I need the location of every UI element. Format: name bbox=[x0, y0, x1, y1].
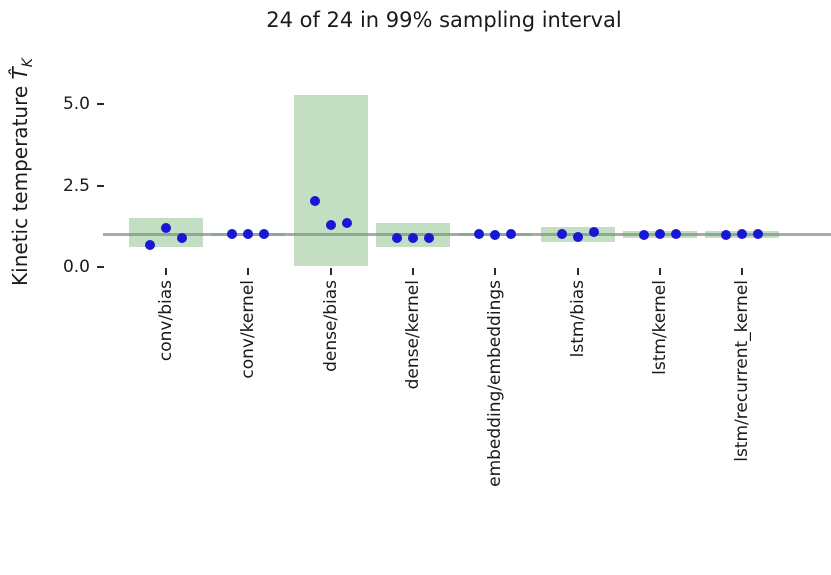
data-point bbox=[474, 229, 485, 240]
x-tick-label: lstm/bias bbox=[567, 280, 588, 358]
y-tick-label: 5.0 bbox=[62, 94, 90, 114]
x-tick-mark bbox=[494, 268, 497, 275]
data-point bbox=[753, 229, 764, 240]
y-tick-mark bbox=[97, 184, 104, 187]
y-tick-label: 2.5 bbox=[62, 175, 90, 196]
x-tick-mark bbox=[247, 268, 250, 275]
data-point bbox=[588, 226, 599, 237]
x-tick-label: conv/kernel bbox=[238, 280, 259, 379]
x-tick-label: conv/bias bbox=[156, 280, 176, 362]
y-tick-mark bbox=[97, 266, 104, 268]
data-point bbox=[737, 229, 748, 240]
data-point bbox=[145, 240, 155, 251]
data-point bbox=[490, 229, 501, 240]
data-point bbox=[243, 229, 254, 240]
data-point bbox=[341, 217, 352, 228]
x-tick-mark bbox=[411, 268, 414, 275]
data-point bbox=[654, 229, 665, 240]
data-point bbox=[572, 231, 583, 242]
data-point bbox=[391, 232, 402, 243]
x-tick-mark bbox=[329, 268, 332, 275]
data-point bbox=[259, 229, 270, 240]
reference-line bbox=[103, 232, 831, 236]
data-point bbox=[227, 229, 238, 240]
data-point bbox=[506, 229, 517, 240]
data-point bbox=[325, 219, 336, 230]
x-tick-mark bbox=[576, 268, 579, 275]
data-point bbox=[177, 232, 187, 243]
x-tick-label: embedding/embeddings bbox=[485, 280, 506, 487]
data-point bbox=[423, 232, 434, 243]
x-tick-label: lstm/recurrent_kernel bbox=[732, 280, 753, 462]
y-tick-label: 0.0 bbox=[62, 257, 90, 277]
interval-box bbox=[293, 94, 368, 267]
data-point bbox=[721, 230, 732, 241]
data-point bbox=[670, 229, 681, 240]
x-tick-label: dense/kernel bbox=[402, 280, 423, 390]
data-point bbox=[407, 233, 418, 244]
x-tick-label: dense/bias bbox=[320, 280, 341, 372]
y-tick-mark bbox=[97, 103, 104, 105]
data-point bbox=[638, 229, 649, 240]
chart-title: 24 of 24 in 99% sampling interval bbox=[266, 8, 622, 32]
x-tick-mark bbox=[741, 268, 744, 275]
data-point bbox=[556, 229, 567, 240]
data-point bbox=[161, 222, 171, 233]
x-tick-mark bbox=[658, 268, 661, 275]
x-tick-label: lstm/kernel bbox=[649, 280, 670, 375]
x-tick-mark bbox=[165, 268, 167, 275]
data-point bbox=[309, 196, 320, 207]
